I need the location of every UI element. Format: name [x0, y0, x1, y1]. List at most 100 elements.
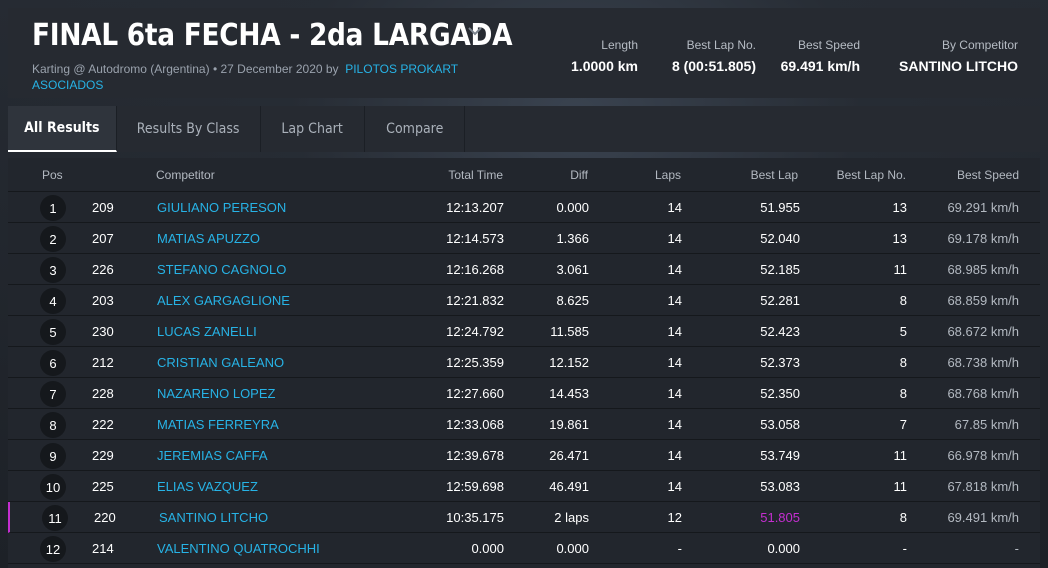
best-lap: 53.749	[760, 448, 800, 463]
best-lap-no: 13	[892, 231, 907, 246]
diff: 19.861	[549, 417, 589, 432]
stat-label: Best Lap No.	[686, 38, 756, 52]
title-row: FINAL 6ta FECHA - 2da LARGADA	[32, 18, 578, 53]
competitor-name[interactable]: GIULIANO PERESON	[157, 200, 287, 215]
best-speed: 68.738 km/h	[947, 355, 1019, 370]
laps: 14	[667, 324, 682, 339]
diff: 1.366	[556, 231, 589, 246]
car-number: 230	[92, 324, 114, 339]
car-number: 212	[92, 355, 114, 370]
table-row[interactable]: 1 209 GIULIANO PERESON 12:13.207 0.000 14 51.9…	[8, 192, 1040, 223]
best-speed: 67.818 km/h	[947, 479, 1019, 494]
car-number: 203	[92, 293, 114, 308]
best-speed: 68.768 km/h	[947, 386, 1019, 401]
column-header-best-speed[interactable]: Best Speed	[956, 168, 1019, 182]
column-header-diff[interactable]: Diff	[570, 168, 588, 182]
tab-compare[interactable]: Compare	[365, 106, 465, 152]
car-number: 226	[92, 262, 114, 277]
total-time: 0.000	[471, 541, 504, 556]
table-row[interactable]: 2 207 MATIAS APUZZO 12:14.573 1.366 14 52.040 1…	[8, 223, 1040, 254]
competitor-name[interactable]: MATIAS APUZZO	[157, 231, 261, 246]
column-header-pos[interactable]: Pos	[42, 168, 63, 182]
table-row[interactable]: 9 229 JEREMIAS CAFFA 12:39.678 26.471 14 53.74…	[8, 440, 1040, 471]
diff: 12.152	[549, 355, 589, 370]
total-time: 12:14.573	[446, 231, 504, 246]
car-number: 220	[94, 510, 116, 525]
column-header-competitor[interactable]: Competitor	[156, 168, 215, 182]
position-badge: 7	[40, 381, 66, 407]
competitor-name[interactable]: VALENTINO QUATROCHHI	[157, 541, 320, 556]
laps: 14	[667, 293, 682, 308]
laps: 14	[667, 200, 682, 215]
position-badge: 11	[42, 505, 68, 531]
column-header-laps[interactable]: Laps	[654, 168, 681, 182]
results-tabs: All Results Results By Class Lap Chart C…	[8, 106, 1040, 152]
best-lap-no: 11	[893, 262, 908, 277]
competitor-name[interactable]: ELIAS VAZQUEZ	[157, 479, 258, 494]
table-row[interactable]: 11 220 SANTINO LITCHO 10:35.175 2 laps 12 51.8…	[8, 502, 1040, 533]
best-speed: 67.85 km/h	[954, 417, 1019, 432]
column-header-best-lap-no[interactable]: Best Lap No.	[836, 168, 906, 182]
diff: 0.000	[556, 200, 589, 215]
competitor-name[interactable]: STEFANO CAGNOLO	[157, 262, 287, 277]
table-row[interactable]: 3 226 STEFANO CAGNOLO 12:16.268 3.061 14 52.18…	[8, 254, 1040, 285]
car-number: 222	[92, 417, 114, 432]
competitor-name[interactable]: MATIAS FERREYRA	[157, 417, 279, 432]
table-row[interactable]: 7 228 NAZARENO LOPEZ 12:27.660 14.453 14 52.35…	[8, 378, 1040, 409]
best-lap-no: 8	[899, 293, 907, 308]
competitor-name[interactable]: ALEX GARGAGLIONE	[157, 293, 290, 308]
stat-label: Length	[601, 38, 638, 52]
stat-label: Best Speed	[797, 38, 860, 52]
best-lap: 52.281	[760, 293, 800, 308]
tab-label: Compare	[385, 121, 444, 137]
table-row[interactable]: 8 222 MATIAS FERREYRA 12:33.068 19.861 14 53.0…	[8, 409, 1040, 440]
position-badge: 2	[40, 226, 66, 252]
car-number: 225	[92, 479, 114, 494]
stat-length: Length 1.0000 km	[568, 38, 638, 74]
stat-best-speed: Best Speed 69.491 km/h	[768, 38, 860, 74]
diff: 3.061	[556, 262, 589, 277]
car-number: 214	[92, 541, 114, 556]
table-row[interactable]: 5 230 LUCAS ZANELLI 12:24.792 11.585 14 52.423…	[8, 316, 1040, 347]
position-badge: 3	[40, 257, 66, 283]
event-meta: Karting @ Autodromo (Argentina) • 27 Dec…	[32, 61, 502, 93]
column-header-best-lap[interactable]: Best Lap	[750, 168, 798, 182]
car-number: 209	[92, 200, 114, 215]
competitor-name[interactable]: SANTINO LITCHO	[159, 510, 269, 525]
chevron-down-icon[interactable]	[464, 20, 486, 42]
best-speed: 68.672 km/h	[947, 324, 1019, 339]
tab-lap-chart[interactable]: Lap Chart	[261, 106, 365, 152]
table-row[interactable]: 4 203 ALEX GARGAGLIONE 12:21.832 8.625 14 52.2…	[8, 285, 1040, 316]
laps: 14	[667, 231, 682, 246]
laps: 14	[667, 448, 682, 463]
best-lap-no: 8	[899, 355, 907, 370]
best-speed: -	[1014, 541, 1019, 556]
table-row[interactable]: 10 225 ELIAS VAZQUEZ 12:59.698 46.491 14 53.08…	[8, 471, 1040, 502]
total-time: 12:33.068	[446, 417, 504, 432]
competitor-name[interactable]: JEREMIAS CAFFA	[157, 448, 268, 463]
best-lap: 0.000	[767, 541, 800, 556]
car-number: 228	[92, 386, 114, 401]
best-lap-no: 5	[899, 324, 907, 339]
table-row[interactable]: 6 212 CRISTIAN GALEANO 12:25.359 12.152 14 52.…	[8, 347, 1040, 378]
competitor-name[interactable]: CRISTIAN GALEANO	[157, 355, 285, 370]
best-lap-no: 11	[893, 479, 908, 494]
competitor-name[interactable]: NAZARENO LOPEZ	[157, 386, 276, 401]
column-header-total-time[interactable]: Total Time	[448, 168, 503, 182]
diff: 11.585	[550, 324, 589, 339]
table-row[interactable]: 12 214 VALENTINO QUATROCHHI 0.000 0.000 - 0.00…	[8, 533, 1040, 564]
stat-by-competitor: By Competitor SANTINO LITCHO	[888, 38, 1018, 74]
tab-results-by-class[interactable]: Results By Class	[117, 106, 261, 152]
laps: 14	[667, 479, 682, 494]
best-speed: 68.859 km/h	[947, 293, 1019, 308]
event-header: FINAL 6ta FECHA - 2da LARGADA Karting @ …	[8, 8, 1040, 98]
best-speed: 66.978 km/h	[947, 448, 1019, 463]
organizer-link[interactable]: PILOTOS PROKART ASOCIADOS	[32, 62, 458, 92]
laps: -	[677, 541, 682, 556]
tab-label: Results By Class	[137, 121, 240, 137]
best-lap: 52.350	[760, 386, 800, 401]
tab-all-results[interactable]: All Results	[8, 106, 117, 152]
best-lap-no: 8	[899, 386, 907, 401]
competitor-name[interactable]: LUCAS ZANELLI	[157, 324, 257, 339]
diff: 2 laps	[554, 510, 589, 525]
